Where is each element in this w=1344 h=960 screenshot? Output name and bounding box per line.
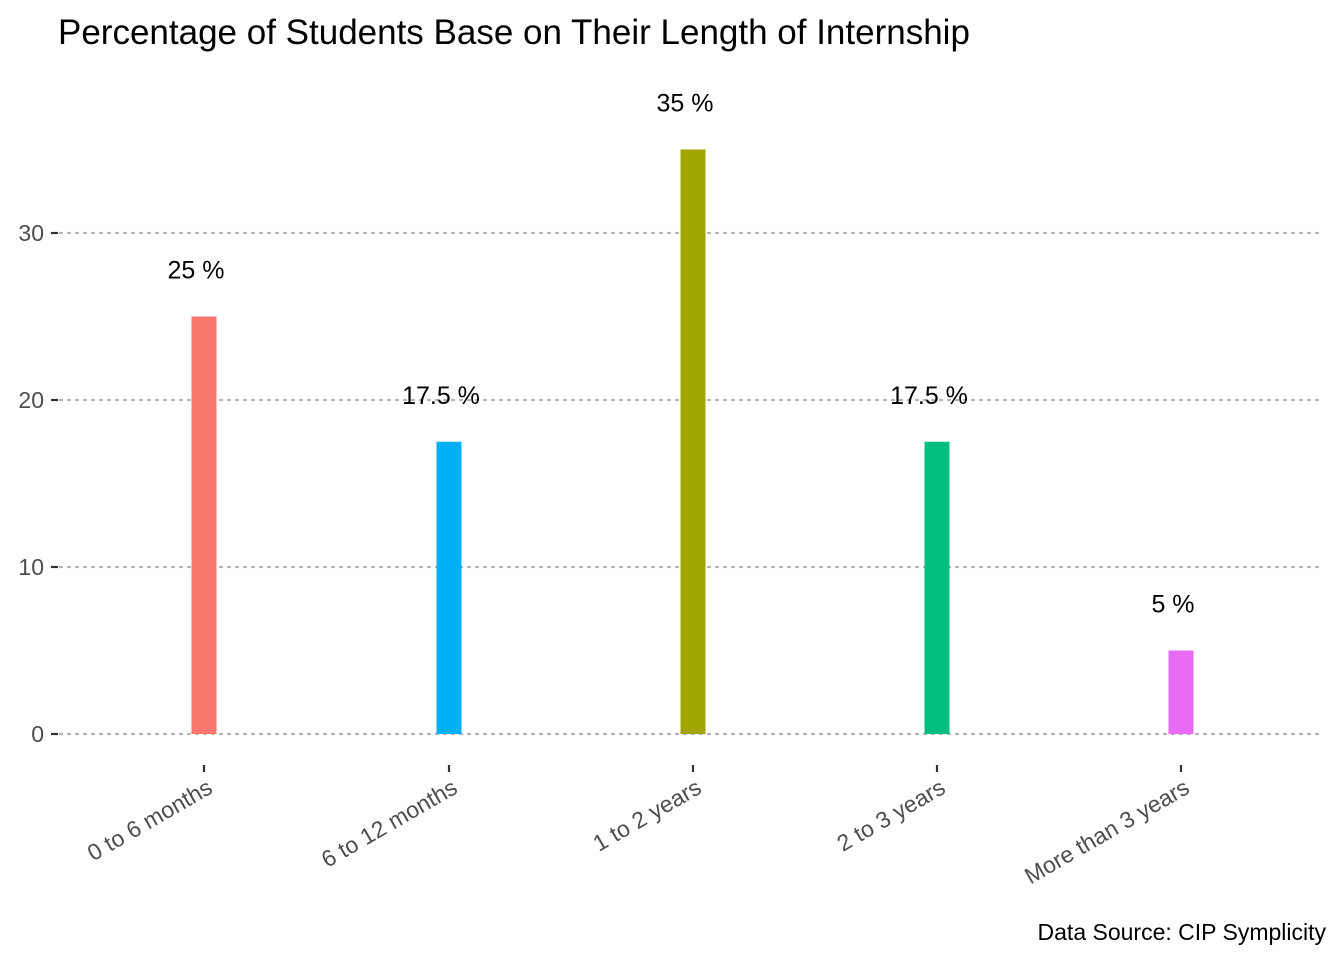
y-tick-label-30: 30 [18, 220, 44, 246]
x-tick-label-4: More than 3 years [1020, 774, 1194, 889]
data-labels: 25 % 17.5 % 35 % 17.5 % 5 % [168, 90, 1195, 619]
data-label-3: 17.5 % [890, 382, 968, 410]
x-tick-label-2: 1 to 2 years [588, 774, 705, 857]
data-label-2: 35 % [657, 90, 714, 118]
bar-2 [680, 149, 706, 734]
bar-4 [1168, 650, 1194, 734]
y-axis: 0 10 20 30 [18, 220, 58, 747]
y-tick-label-10: 10 [18, 554, 44, 580]
data-label-0: 25 % [168, 257, 225, 285]
bar-1 [436, 441, 462, 734]
bars [191, 149, 1194, 734]
x-axis: 0 to 6 months 6 to 12 months 1 to 2 years 2… [83, 765, 1194, 889]
bar-0 [191, 316, 217, 734]
x-tick-label-0: 0 to 6 months [83, 774, 217, 866]
data-label-1: 17.5 % [402, 382, 480, 410]
data-label-4: 5 % [1151, 591, 1194, 619]
y-tick-label-0: 0 [31, 721, 44, 747]
y-tick-label-20: 20 [18, 387, 44, 413]
chart-caption: Data Source: CIP Symplicity [1038, 919, 1327, 945]
x-tick-label-3: 2 to 3 years [832, 774, 949, 857]
x-tick-label-1: 6 to 12 months [317, 774, 462, 873]
chart-title: Percentage of Students Base on Their Len… [58, 13, 970, 52]
bar-3 [924, 441, 950, 734]
